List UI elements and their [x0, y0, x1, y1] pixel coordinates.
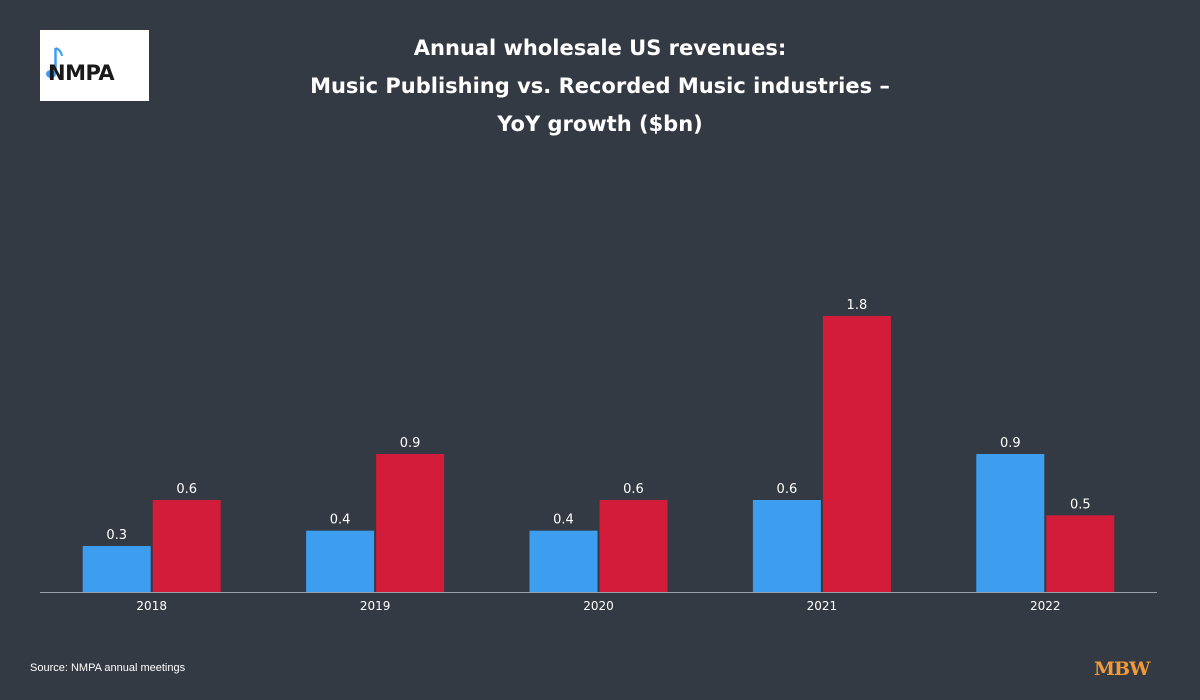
- data-label-series-2-2020: 0.6: [623, 482, 644, 497]
- data-label-series-2-2018: 0.6: [176, 482, 197, 497]
- x-tick-label-2019: 2019: [360, 599, 391, 613]
- bar-series-2-2022: [1046, 515, 1115, 592]
- bar-series-1-2021: [752, 500, 821, 592]
- x-tick-label-2022: 2022: [1030, 599, 1061, 613]
- music-note-icon: [46, 47, 63, 78]
- mbw-logo: MBW: [1094, 658, 1150, 680]
- data-label-series-2-2021: 1.8: [847, 298, 868, 313]
- x-tick-label-2020: 2020: [583, 599, 614, 613]
- bar-series-2-2020: [599, 500, 668, 592]
- bar-series-2-2018: [152, 500, 221, 592]
- data-label-series-1-2022: 0.9: [1000, 436, 1021, 451]
- x-tick-label-2021: 2021: [807, 599, 838, 613]
- data-label-series-1-2021: 0.6: [777, 482, 798, 497]
- bar-series-1-2019: [306, 530, 375, 592]
- source-note: Source: NMPA annual meetings: [30, 662, 186, 674]
- x-tick-label-2018: 2018: [136, 599, 167, 613]
- bar-series-2-2019: [376, 454, 445, 592]
- bar-series-1-2020: [529, 530, 598, 592]
- chart-title-line-2: Music Publishing vs. Recorded Music indu…: [310, 74, 890, 98]
- data-label-series-1-2018: 0.3: [106, 528, 127, 543]
- data-label-series-2-2022: 0.5: [1070, 497, 1091, 512]
- bar-series-2-2021: [822, 316, 891, 592]
- logo-text: NMPA: [48, 61, 115, 85]
- nmpa-logo: NMPA: [40, 30, 149, 101]
- chart-title-line-1: Annual wholesale US revenues:: [413, 36, 787, 60]
- bar-series-1-2018: [82, 546, 151, 592]
- chart-title-line-3: YoY growth ($bn): [497, 112, 703, 136]
- bar-series-1-2022: [976, 454, 1045, 592]
- data-label-series-2-2019: 0.9: [400, 436, 421, 451]
- data-label-series-1-2020: 0.4: [553, 513, 574, 528]
- data-label-series-1-2019: 0.4: [330, 513, 351, 528]
